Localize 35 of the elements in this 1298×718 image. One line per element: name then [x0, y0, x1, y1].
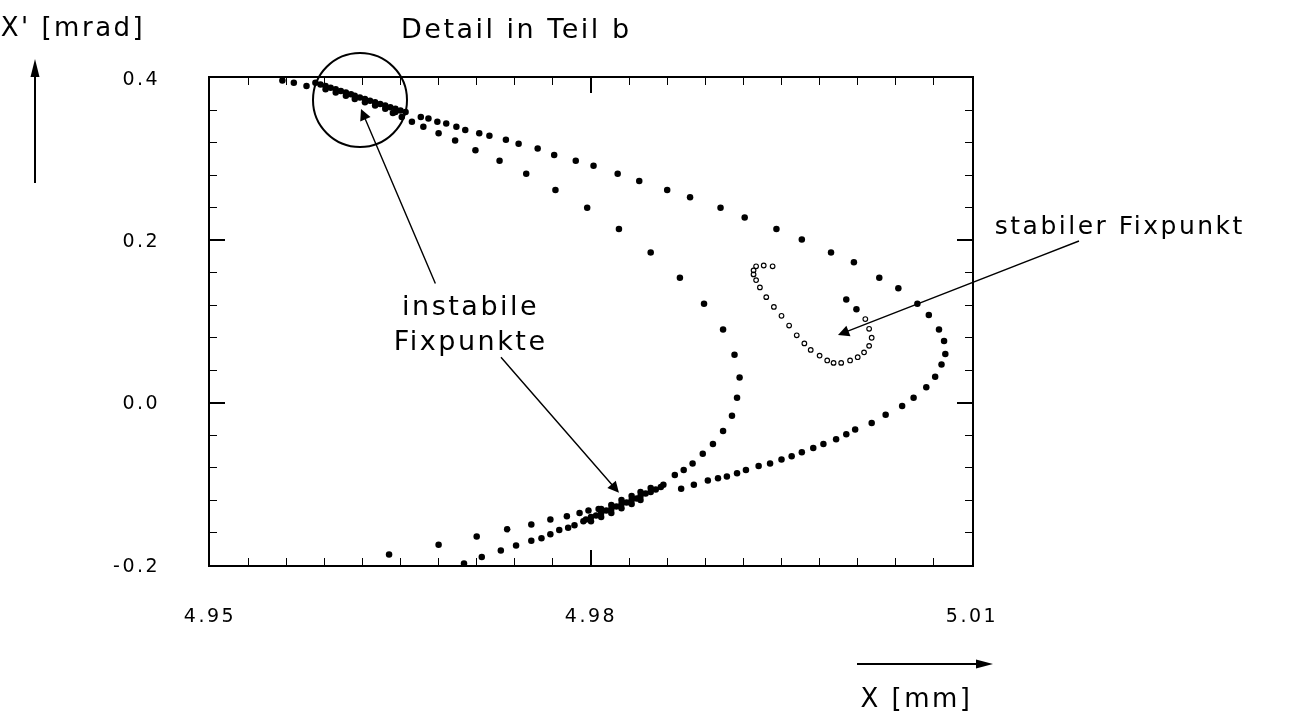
x-tick-label: 4.98 [564, 603, 618, 626]
point [854, 354, 861, 361]
point [753, 277, 759, 284]
point [861, 349, 867, 356]
point [763, 294, 770, 301]
x-axis-title: X [mm] [860, 683, 973, 713]
point [769, 263, 776, 270]
text: Detail in Teil b [401, 13, 632, 44]
point [838, 360, 845, 366]
y-tick-label: 0.2 [122, 228, 161, 251]
point [757, 284, 763, 291]
y-axis-title: X' [mrad] [0, 12, 146, 42]
text: stabiler Fixpunkt [994, 211, 1245, 240]
point [847, 357, 853, 364]
point [786, 322, 793, 329]
point [750, 271, 757, 278]
point [801, 340, 808, 347]
y-tick-label: 0.4 [122, 66, 161, 89]
point [753, 263, 759, 270]
point [866, 342, 873, 349]
x-tick-label: 4.95 [183, 603, 237, 626]
y-tick-label: -0.2 [113, 553, 161, 576]
point [866, 325, 873, 332]
point [778, 312, 785, 319]
point [793, 332, 800, 339]
point [830, 360, 837, 366]
point [862, 316, 869, 322]
point [816, 352, 823, 359]
point [868, 334, 875, 341]
y-tick-label: 0.0 [122, 391, 161, 414]
point [824, 357, 831, 364]
annotation: instabile Fixpunkte [393, 290, 548, 357]
x-tick-label: 5.01 [945, 603, 999, 626]
point [770, 303, 777, 310]
point [807, 347, 814, 353]
